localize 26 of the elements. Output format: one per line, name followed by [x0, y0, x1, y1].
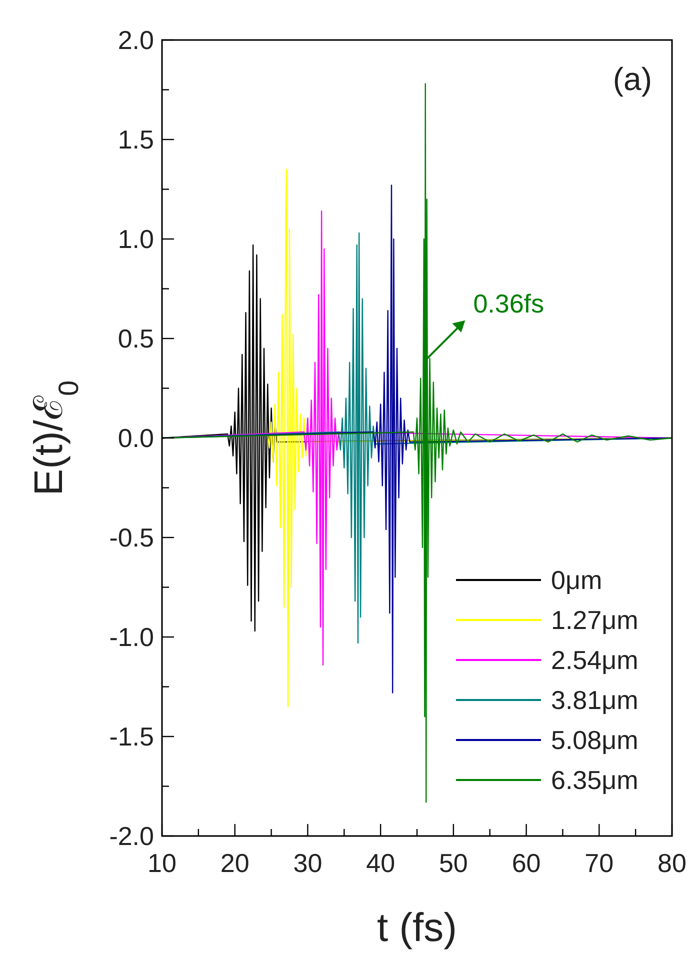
y-tick-label: 0.5 [118, 324, 154, 354]
x-tick-label: 70 [584, 848, 614, 878]
x-tick-label: 10 [148, 848, 176, 878]
legend-label: 5.08μm [551, 725, 638, 755]
legend-label: 3.81μm [551, 685, 638, 715]
y-tick-label: 2.0 [118, 25, 154, 55]
x-tick-label: 40 [366, 848, 396, 878]
x-tick-label: 60 [512, 848, 541, 878]
y-tick-label: 0.0 [118, 423, 154, 453]
legend-label: 6.35μm [551, 765, 638, 795]
x-tick-label: 20 [220, 848, 250, 878]
y-tick-label: 1.0 [118, 224, 154, 254]
y-tick-label: -1.0 [109, 622, 154, 652]
x-tick-label: 30 [293, 848, 322, 878]
annotation: 0.36fs [473, 288, 544, 318]
legend-label: 2.54μm [551, 645, 638, 675]
y-tick-label: 1.5 [118, 124, 154, 154]
y-tick-label: -1.5 [109, 722, 154, 752]
x-tick-label: 80 [658, 848, 686, 878]
y-tick-label: -0.5 [109, 522, 154, 552]
legend-label: 1.27μm [551, 605, 638, 635]
y-tick-label: -2.0 [109, 821, 154, 851]
x-tick-label: 50 [438, 848, 468, 878]
annotation: (a) [612, 61, 652, 97]
legend-label: 0μm [551, 565, 602, 595]
x-axis-title: t (fs) [377, 906, 457, 950]
